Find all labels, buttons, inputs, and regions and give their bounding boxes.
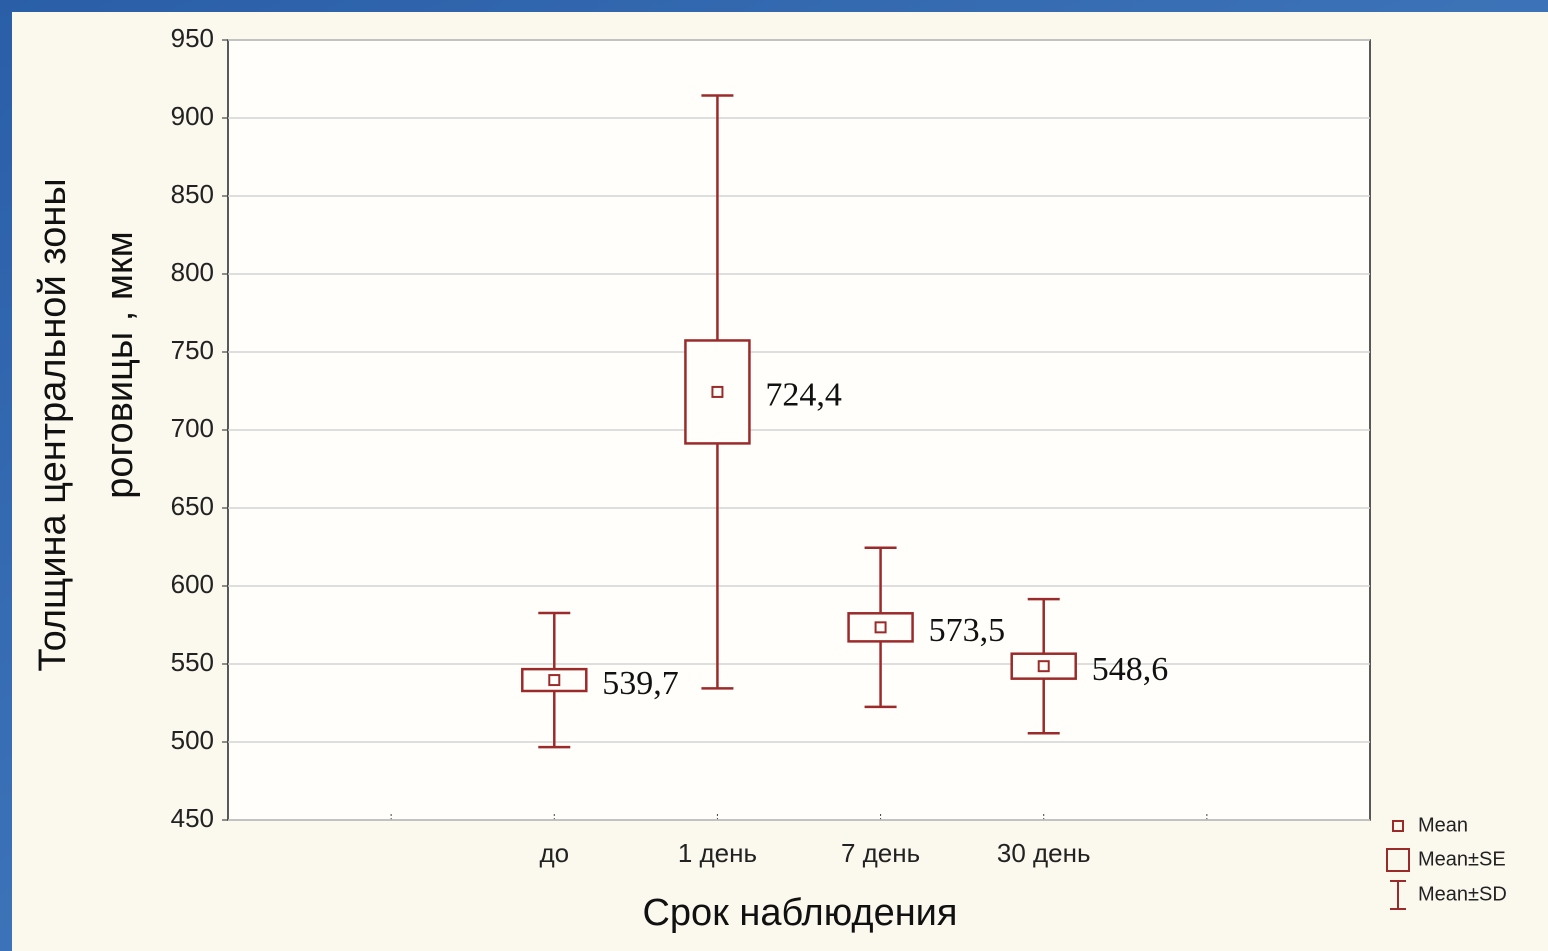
y-tick-label: 900: [171, 101, 214, 131]
y-tick-label: 500: [171, 725, 214, 755]
se-box: [847, 612, 914, 643]
y-tick-label: 700: [171, 413, 214, 443]
y-tick-label: 950: [171, 23, 214, 53]
mean-marker: [874, 621, 887, 634]
y-tick-label: 600: [171, 569, 214, 599]
x-tick-label: 1 день: [678, 838, 757, 868]
y-tick-label: 450: [171, 803, 214, 833]
x-tick-label: 7 день: [841, 838, 920, 868]
y-tick-label: 800: [171, 257, 214, 287]
x-axis-title: Срок наблюдения: [642, 892, 957, 934]
legend-label: Mean±SE: [1418, 848, 1506, 870]
value-label: 573,5: [929, 612, 1006, 649]
y-tick-label: 750: [171, 335, 214, 365]
se-box: [521, 667, 588, 693]
mean-marker: [548, 674, 561, 687]
se-box: [1010, 652, 1077, 680]
legend-label: Mean: [1418, 814, 1468, 836]
y-axis-title: роговицы , мкм: [99, 231, 141, 498]
y-tick-label: 850: [171, 179, 214, 209]
legend-sd: [1390, 880, 1406, 910]
mean-marker: [711, 385, 724, 398]
y-tick-label: 550: [171, 647, 214, 677]
se-box: [684, 339, 751, 445]
x-tick-label: до: [539, 838, 569, 868]
y-axis-title: Толщина центральной зоны: [32, 178, 74, 671]
y-tick-label: 650: [171, 491, 214, 521]
legend-mean: [1392, 820, 1404, 832]
legend-se: [1386, 848, 1410, 872]
value-label: 539,7: [602, 665, 679, 702]
x-tick-label: 30 день: [997, 838, 1091, 868]
mean-marker: [1037, 660, 1050, 673]
legend-label: Mean±SD: [1418, 883, 1507, 905]
value-label: 724,4: [765, 377, 842, 414]
value-label: 548,6: [1092, 651, 1169, 688]
